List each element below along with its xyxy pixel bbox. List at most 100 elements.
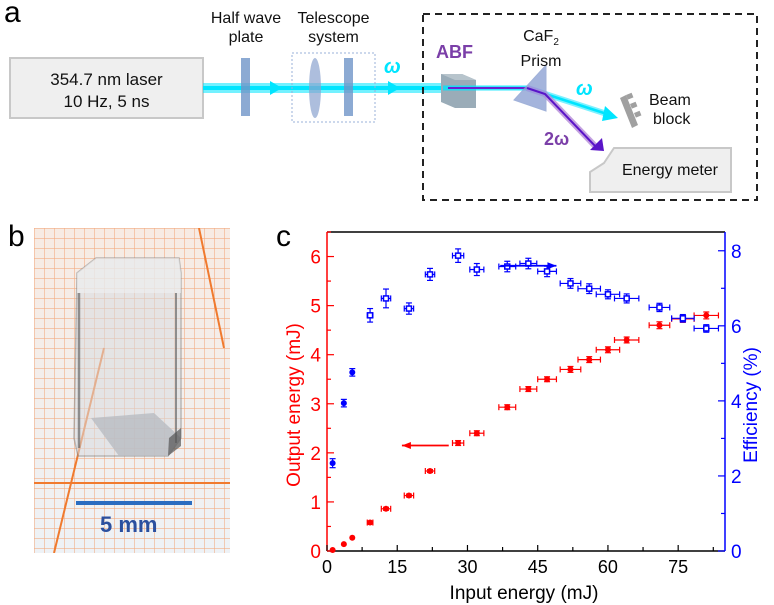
output-energy-point — [504, 404, 511, 411]
half-wave-plate-label: Half wave plate — [196, 9, 296, 47]
efficiency-point — [340, 400, 347, 407]
output-energy-point — [455, 440, 462, 447]
output-energy-point — [349, 534, 356, 541]
output-energy-point — [544, 376, 551, 383]
dashed-enclosure — [422, 13, 758, 201]
beam-block-icon — [620, 92, 642, 128]
efficiency-point — [567, 280, 574, 287]
y-axis-label: Output energy (mJ) — [284, 323, 305, 487]
energy-meter-box — [589, 147, 732, 193]
second-harmonic-out-beam-core — [526, 87, 598, 149]
beam-arrow-1 — [270, 81, 282, 95]
output-energy-point — [382, 505, 389, 512]
half-wave-plate — [241, 58, 250, 116]
y-tick-label: 0 — [310, 542, 321, 563]
omega-out-label: ω — [576, 78, 593, 100]
efficiency-point — [679, 315, 687, 322]
y-tick-label: 4 — [310, 346, 321, 367]
output-energy-point — [604, 346, 611, 353]
x-tick-label: 15 — [387, 557, 407, 577]
output-energy-point — [567, 366, 574, 373]
beam-block-label: Beam block — [648, 91, 708, 129]
telescope-line1: Telescope — [297, 10, 370, 27]
x-tick-label: 45 — [528, 557, 548, 577]
telescope-system-box — [291, 52, 376, 123]
omega-label: ω — [384, 56, 401, 78]
output-energy-point — [473, 430, 480, 437]
x-tick-label: 0 — [322, 557, 332, 577]
output-energy-point — [405, 492, 412, 499]
efficiency-point — [454, 252, 462, 259]
panel-a-label: a — [4, 0, 21, 29]
prism-line1: CaF2 — [506, 27, 576, 52]
abf-label: ABF — [436, 42, 473, 62]
energy-meter-label: Energy meter — [621, 162, 719, 179]
hwp-line2: plate — [228, 29, 264, 46]
y2-tick-label: 4 — [731, 392, 742, 413]
efficiency-point — [473, 266, 481, 273]
efficiency-point — [405, 305, 413, 312]
crystal-photo — [34, 228, 230, 553]
y2-tick-label: 8 — [731, 242, 742, 263]
scale-bar — [76, 501, 192, 505]
major-grid-line — [198, 228, 225, 349]
y-tick-label: 5 — [310, 297, 321, 318]
efficiency-point — [426, 271, 434, 278]
crystal — [73, 257, 182, 457]
output-energy-point — [525, 386, 532, 393]
abf-crystal-top — [441, 74, 476, 80]
y-tick-label: 2 — [310, 444, 321, 465]
y2-tick-label: 0 — [731, 542, 742, 563]
output-energy-point — [427, 468, 434, 475]
prism-subscript: 2 — [553, 37, 559, 49]
efficiency-point — [349, 369, 356, 376]
y-tick-label: 3 — [310, 395, 321, 416]
beam-arrow-2 — [388, 81, 400, 95]
x-tick-label: 60 — [598, 557, 618, 577]
y-tick-label: 6 — [310, 248, 321, 269]
arrow-head — [401, 441, 411, 449]
optical-setup-diagram — [9, 13, 758, 201]
y-tick-label: 1 — [310, 493, 321, 514]
laser-label: 354.7 nm laser 10 Hz, 5 ns — [10, 69, 203, 113]
x-tick-label: 75 — [668, 557, 688, 577]
laser-params: 10 Hz, 5 ns — [63, 92, 150, 111]
hwp-line1: Half wave — [210, 10, 282, 27]
efficiency-point — [623, 295, 630, 302]
prism-line2: Prism — [520, 53, 562, 71]
efficiency-point — [382, 295, 390, 302]
second-harmonic-arrow — [590, 138, 604, 151]
x-tick-label: 30 — [457, 557, 477, 577]
arrow-head — [547, 262, 557, 270]
efficiency-point — [329, 460, 336, 467]
efficiency-point — [366, 312, 374, 319]
two-omega-label: 2ω — [544, 129, 570, 149]
efficiency-point — [543, 268, 551, 275]
scale-bar-label: 5 mm — [100, 512, 158, 537]
abf-crystal — [441, 74, 476, 108]
output-energy-point — [703, 312, 710, 319]
output-energy-point — [623, 336, 630, 343]
efficiency-point — [703, 325, 710, 332]
y2-axis-label: Efficiency (%) — [741, 347, 762, 463]
beam-block-line2: block — [653, 111, 691, 128]
telescope-label: Telescope system — [286, 9, 381, 47]
telescope-line2: system — [308, 29, 359, 46]
output-energy-point — [656, 322, 663, 329]
telescope-lens — [309, 58, 321, 118]
laser-wavelength: 354.7 nm laser — [50, 70, 163, 89]
y2-tick-label: 6 — [731, 317, 742, 338]
y2-tick-label: 2 — [731, 467, 742, 488]
telescope-plate — [344, 58, 353, 116]
output-energy-point — [367, 519, 374, 526]
output-energy-point — [329, 547, 336, 554]
output-energy-point — [586, 356, 593, 363]
panel-b-label: b — [8, 220, 25, 253]
panel-c-label: c — [276, 220, 291, 253]
fundamental-beam-core — [203, 86, 443, 90]
efficiency-point — [604, 291, 612, 298]
prism-label: CaF2 Prism — [506, 27, 576, 71]
fundamental-out-arrow — [602, 106, 618, 121]
efficiency-point — [656, 304, 663, 311]
